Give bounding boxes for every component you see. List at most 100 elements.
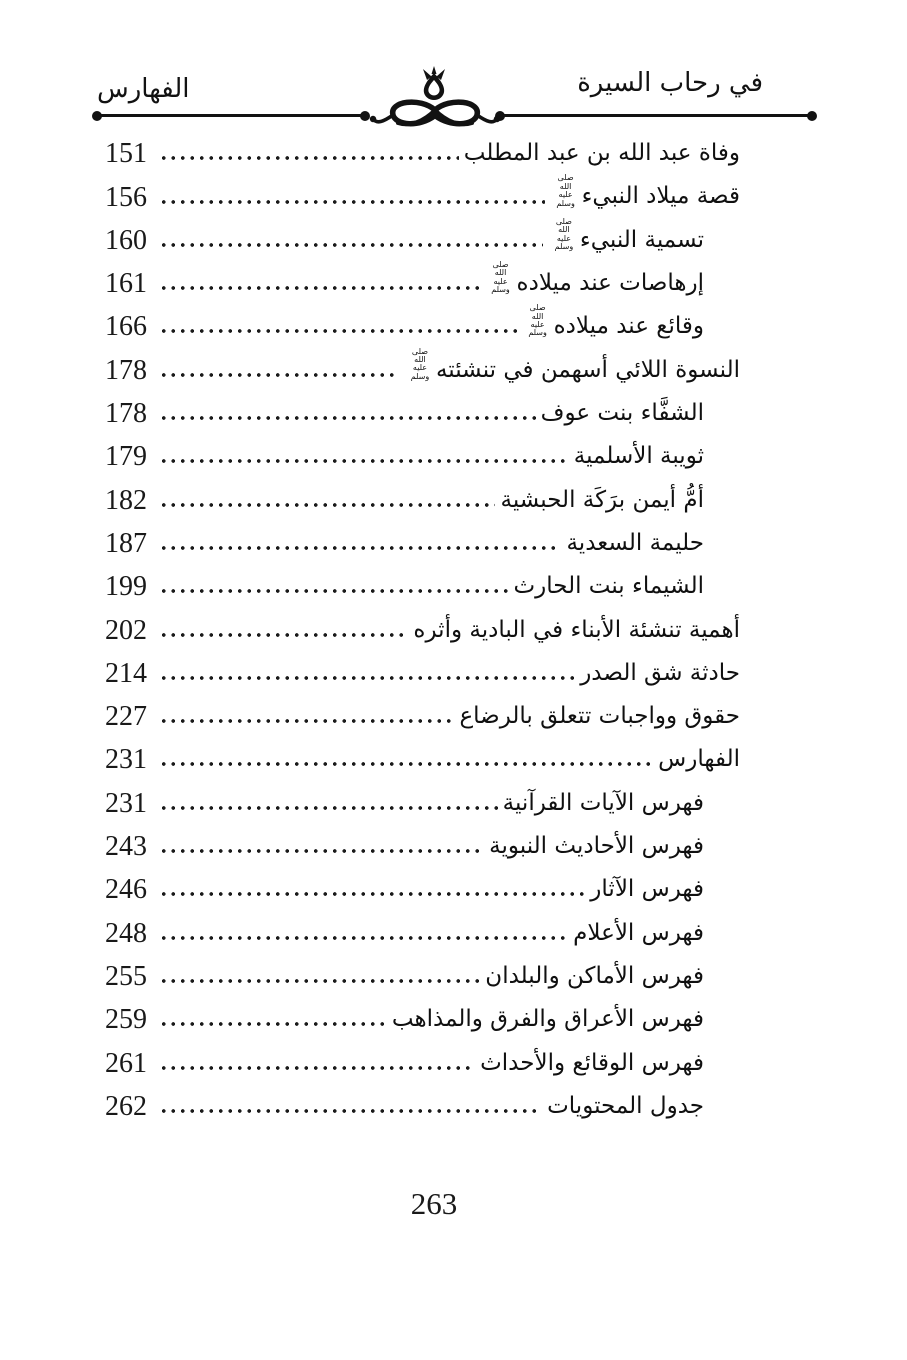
- dot-leader: [159, 1104, 543, 1116]
- toc-entry-title: الفهارس: [658, 746, 740, 773]
- toc-entry-title: الشفَّاء بنت عوف: [540, 400, 704, 427]
- folio-page-number: 263: [410, 1186, 458, 1221]
- toc-page-number: 231: [105, 787, 147, 819]
- toc-entry: 179 ثويبة الأسلمية: [105, 430, 740, 473]
- toc-list: 151 وفاة عبد الله بن عبد المطلب 156 قصة …: [105, 127, 740, 1123]
- dot-leader: [159, 888, 586, 900]
- dot-leader: [159, 1018, 387, 1030]
- floral-divider-icon: [369, 66, 501, 127]
- toc-entry-title: تسمية النبيءصلى الله عليه وسلم: [548, 216, 704, 257]
- toc-page-number: 261: [105, 1047, 147, 1079]
- toc-page-number: 178: [105, 354, 147, 386]
- toc-entry-title: فهرس الأعلام: [573, 919, 704, 946]
- toc-entry: 178 الشفَّاء بنت عوف: [105, 387, 740, 430]
- toc-entry-title: فهرس الآثار: [590, 876, 704, 903]
- dot-leader: [159, 801, 498, 813]
- toc-page-number: 214: [105, 657, 147, 689]
- dot-leader: [159, 282, 480, 294]
- toc-page-number: 160: [105, 224, 147, 256]
- dot-leader: [159, 974, 481, 986]
- toc-entry-title: فهرس الأماكن والبلدان: [485, 962, 704, 989]
- pbuh-honorific-symbol: صلى الله عليه وسلم: [556, 173, 575, 208]
- dot-leader: [159, 325, 517, 337]
- dot-leader: [159, 195, 545, 207]
- toc-page-number: 178: [105, 398, 147, 430]
- toc-page-number: 161: [105, 268, 147, 300]
- toc-entry: 160 تسمية النبيءصلى الله عليه وسلم: [105, 214, 740, 257]
- pbuh-honorific-symbol: صلى الله عليه وسلم: [491, 260, 510, 295]
- toc-entry-title: فهرس الأعراق والفرق والمذاهب: [391, 1006, 704, 1033]
- header-rule-right: [495, 110, 817, 121]
- toc-page-number: 259: [105, 1004, 147, 1036]
- toc-entry: 156 قصة ميلاد النبيءصلى الله عليه وسلم: [105, 170, 740, 213]
- toc-entry: 248 فهرس الأعلام: [105, 906, 740, 949]
- toc-entry: 259 فهرس الأعراق والفرق والمذاهب: [105, 993, 740, 1036]
- toc-entry-title: الشيماء بنت الحارث: [513, 573, 704, 600]
- toc-entry-title: النسوة اللائي أسهمن في تنشئتهصلى الله عل…: [404, 346, 740, 387]
- toc-entry: 262 جدول المحتويات: [105, 1080, 740, 1123]
- header-book-title: في رحاب السيرة: [577, 68, 763, 98]
- toc-entry-title: قصة ميلاد النبيءصلى الله عليه وسلم: [550, 174, 740, 213]
- toc-entry: 199 الشيماء بنت الحارث: [105, 560, 740, 603]
- dot-leader: [159, 455, 569, 467]
- toc-entry-title: إرهاصات عند ميلادهصلى الله عليه وسلم: [485, 260, 704, 300]
- toc-page-number: 151: [105, 138, 147, 170]
- dot-leader: [159, 845, 485, 857]
- toc-entry-title: جدول المحتويات: [547, 1092, 704, 1119]
- dot-leader: [159, 758, 654, 770]
- toc-entry: 187 حليمة السعدية: [105, 517, 740, 560]
- toc-page-number: 187: [105, 527, 147, 559]
- toc-entry-title: حقوق وواجبات تتعلق بالرضاع: [459, 703, 740, 730]
- toc-entry: 231 الفهارس: [105, 733, 740, 776]
- toc-entry: 151 وفاة عبد الله بن عبد المطلب: [105, 127, 740, 170]
- toc-page-number: 248: [105, 917, 147, 949]
- toc-entry-title: وفاة عبد الله بن عبد المطلب: [463, 140, 740, 167]
- toc-entry: 202 أهمية تنشئة الأبناء في البادية وأثره: [105, 603, 740, 646]
- dot-leader: [159, 628, 409, 640]
- toc-page-number: 262: [105, 1090, 147, 1122]
- pbuh-honorific-symbol: صلى الله عليه وسلم: [528, 303, 547, 338]
- toc-entry: 243 فهرس الأحاديث النبوية: [105, 820, 740, 863]
- toc-entry: 255 فهرس الأماكن والبلدان: [105, 950, 740, 993]
- toc-entry: 161 إرهاصات عند ميلادهصلى الله عليه وسلم: [105, 257, 740, 300]
- page-header: في رحاب السيرة الفهارس: [0, 60, 907, 144]
- toc-page-number: 246: [105, 874, 147, 906]
- toc-entry: 178 النسوة اللائي أسهمن في تنشئتهصلى الل…: [105, 343, 740, 386]
- toc-page-number: 202: [105, 614, 147, 646]
- toc-entry: 231 فهرس الآيات القرآنية: [105, 776, 740, 819]
- pbuh-honorific-symbol: صلى الله عليه وسلم: [554, 216, 574, 251]
- toc-page-number: 179: [105, 441, 147, 473]
- dot-leader: [159, 152, 459, 164]
- toc-page-number: 156: [105, 181, 147, 213]
- toc-entry-title: أمُّ أيمن برَكَة الحبشية: [500, 486, 704, 513]
- dot-leader: [159, 541, 562, 553]
- toc-entry: 166 وقائع عند ميلادهصلى الله عليه وسلم: [105, 300, 740, 343]
- dot-leader: [159, 412, 536, 424]
- toc-entry: 261 فهرس الوقائع والأحداث: [105, 1036, 740, 1079]
- dot-leader: [159, 585, 509, 597]
- dot-leader: [159, 1061, 476, 1073]
- dot-leader: [159, 498, 496, 510]
- toc-page-number: 231: [105, 744, 147, 776]
- toc-page-number: 255: [105, 960, 147, 992]
- dot-leader: [159, 931, 569, 943]
- toc-page-number: 243: [105, 831, 147, 863]
- toc-entry-title: فهرس الآيات القرآنية: [502, 789, 704, 816]
- toc-entry: 182 أمُّ أيمن برَكَة الحبشية: [105, 473, 740, 516]
- toc-entry: 214 حادثة شق الصدر: [105, 647, 740, 690]
- dot-leader: [159, 671, 576, 683]
- dot-leader: [159, 715, 455, 727]
- toc-page-number: 199: [105, 571, 147, 603]
- toc-entry-title: حادثة شق الصدر: [580, 659, 740, 686]
- toc-page-number: 166: [105, 311, 147, 343]
- toc-page-number: 227: [105, 701, 147, 733]
- toc-entry-title: حليمة السعدية: [566, 529, 704, 556]
- header-rule-left: [92, 110, 370, 121]
- toc-entry: 227 حقوق وواجبات تتعلق بالرضاع: [105, 690, 740, 733]
- pbuh-honorific-symbol: صلى الله عليه وسلم: [410, 346, 430, 381]
- toc-entry-title: أهمية تنشئة الأبناء في البادية وأثره: [413, 616, 740, 643]
- dot-leader: [159, 368, 399, 380]
- header-section-title: الفهارس: [97, 74, 190, 104]
- toc-page-number: 182: [105, 484, 147, 516]
